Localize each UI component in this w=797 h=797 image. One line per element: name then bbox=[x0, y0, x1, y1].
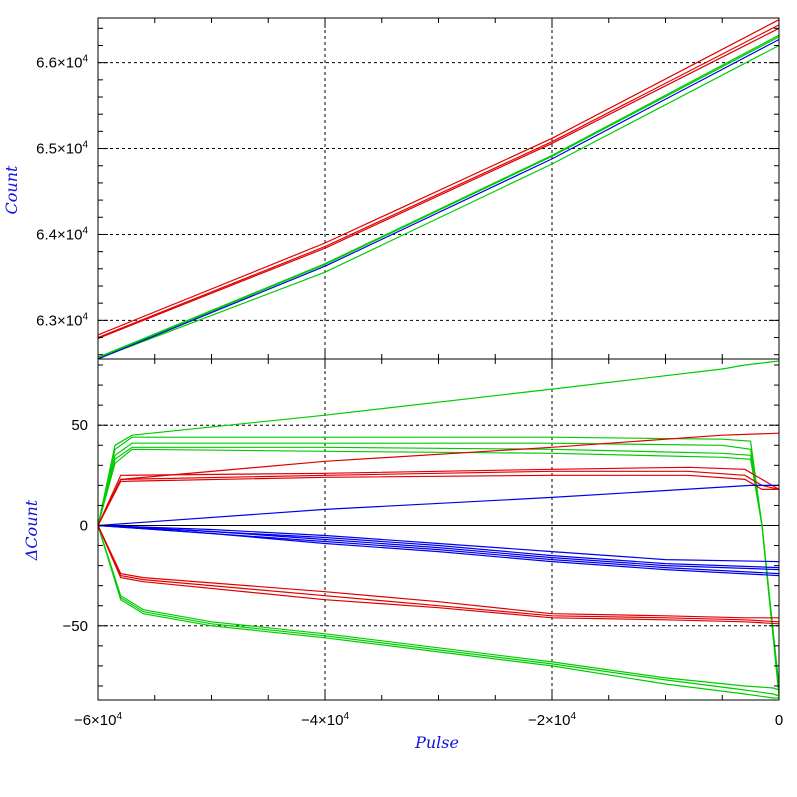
series-line-bottom-14 bbox=[97, 525, 780, 625]
x-tick-label: −2×104 bbox=[528, 711, 577, 729]
y-tick-label: 6.3×104 bbox=[36, 311, 88, 329]
series-line-bottom-16 bbox=[97, 524, 780, 563]
series-line-top-6 bbox=[97, 38, 780, 360]
y-tick-label: 6.5×104 bbox=[36, 140, 88, 158]
x-tick-label: −4×104 bbox=[301, 711, 350, 729]
series-line-bottom-15 bbox=[97, 484, 779, 527]
series-line-bottom-10 bbox=[97, 470, 780, 526]
series-line-bottom-6 bbox=[97, 525, 780, 697]
series-line-bottom-9 bbox=[97, 466, 780, 526]
series-line-bottom-12 bbox=[97, 525, 779, 619]
series-line-bottom-17 bbox=[97, 524, 780, 569]
panel-top: 6.3×104 6.4×104 6.5×104 6.6×104 bbox=[36, 17, 780, 360]
series-line-top-0 bbox=[97, 19, 780, 336]
series-line-bottom-11 bbox=[97, 474, 779, 526]
x-tick-label: −6×104 bbox=[74, 711, 123, 729]
series-line-top-4 bbox=[97, 36, 780, 359]
x-tick-label: 0 bbox=[775, 712, 783, 729]
y-tick-label: 0 bbox=[80, 517, 88, 534]
series-line-top-5 bbox=[97, 44, 780, 360]
series-line-bottom-0 bbox=[97, 360, 780, 526]
y-tick-label: 6.4×104 bbox=[36, 225, 88, 243]
series-line-bottom-4 bbox=[97, 448, 780, 697]
plot-frame-bottom bbox=[97, 358, 780, 701]
series-line-bottom-5 bbox=[97, 525, 780, 691]
series-line-bottom-7 bbox=[97, 525, 779, 699]
panel-bottom: −50 0 50 −6×104 −4×104 −2×104 0 bbox=[63, 358, 783, 729]
series-line-top-2 bbox=[97, 27, 780, 339]
series-line-top-3 bbox=[97, 34, 780, 358]
y-tick-label: 6.6×104 bbox=[36, 54, 88, 72]
plot-frame-top bbox=[97, 17, 780, 360]
top-y-axis-title: Count bbox=[2, 165, 21, 214]
series-line-bottom-18 bbox=[97, 524, 780, 571]
series-line-top-1 bbox=[97, 24, 780, 339]
series-line-bottom-20 bbox=[97, 524, 780, 577]
y-tick-label: 50 bbox=[71, 417, 88, 434]
series-line-bottom-13 bbox=[97, 525, 780, 623]
x-axis-title: Pulse bbox=[414, 733, 459, 752]
y-tick-label: −50 bbox=[63, 618, 88, 635]
bottom-y-axis-title: ΔCount bbox=[22, 499, 41, 561]
